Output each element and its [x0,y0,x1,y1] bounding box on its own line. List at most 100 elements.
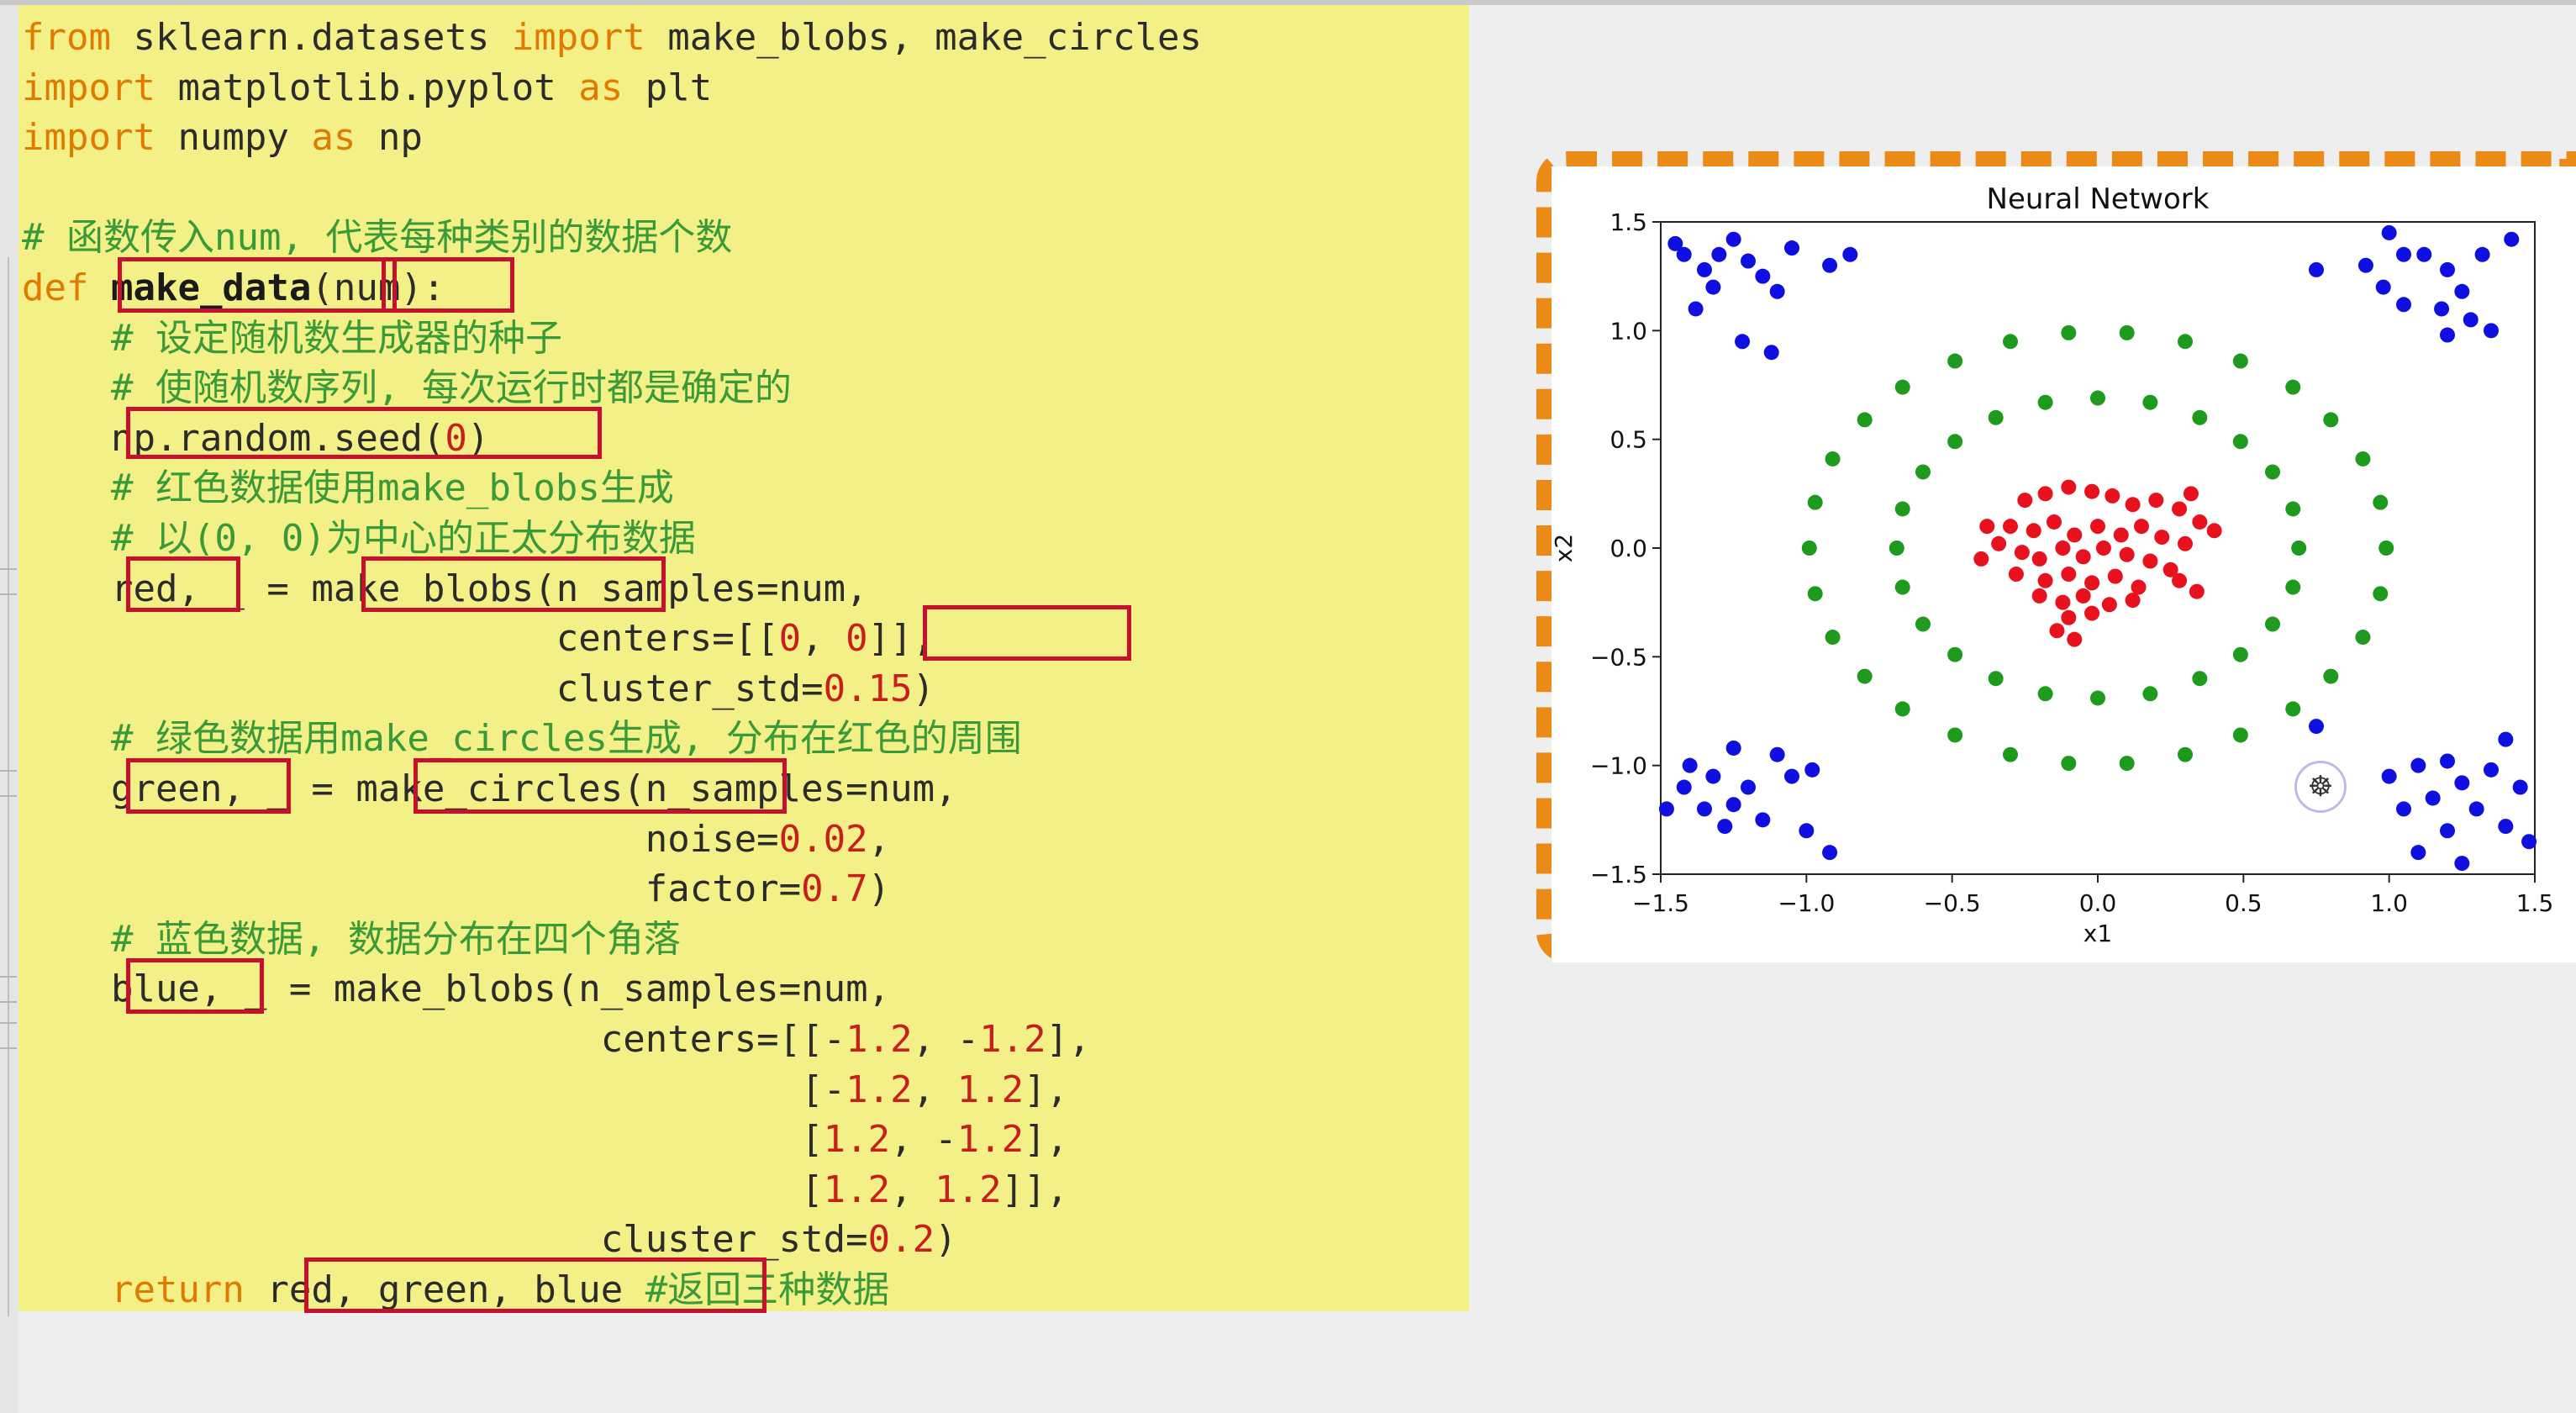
green-data-point [1988,671,2004,687]
code-token: np [356,116,423,160]
blue-data-point [1755,268,1771,284]
code-line: np.random.seed(0) [22,414,489,463]
fold-marker[interactable] [0,568,17,595]
green-data-point [1801,540,1817,556]
green-data-point [1825,630,1841,646]
red-data-point [2095,540,2111,556]
code-token: #返回三种数据 [645,1268,890,1311]
red-data-point [2125,497,2141,513]
green-data-point [2378,540,2394,556]
green-data-point [1825,451,1841,467]
code-line: import numpy as np [22,113,423,162]
code-token: ) [867,867,891,911]
red-data-point [2101,597,2117,613]
blue-data-point [1769,746,1785,762]
code-token: # 绿色数据用make_circles生成, 分布在红色的周围 [22,717,1022,761]
blue-data-point [1725,797,1741,813]
code-token: factor= [22,867,802,911]
code-token: [- [22,1068,846,1111]
blue-data-point [2309,719,2324,735]
code-token: plt [623,66,713,109]
blue-data-point [1676,779,1692,795]
y-tick-label: −1.0 [1590,752,1647,780]
green-data-point [2192,671,2208,687]
blue-data-point [2498,819,2514,835]
code-token: # 函数传入num, 代表每种类别的数据个数 [22,216,733,260]
green-data-point [2178,334,2193,350]
green-data-point [2232,727,2248,743]
code-editor[interactable]: from sklearn.datasets import make_blobs,… [18,5,1469,1313]
red-data-point [2189,583,2205,599]
green-data-point [2285,579,2301,595]
code-line: [1.2, 1.2]], [22,1166,1068,1215]
code-line: [1.2, -1.2], [22,1115,1068,1164]
red-data-point [2192,514,2208,530]
code-token: cluster_std= [22,667,824,710]
red-data-point [2084,575,2100,591]
blue-data-point [1741,779,1756,795]
code-token [88,266,111,309]
green-data-point [2061,756,2077,772]
blue-data-point [2396,297,2411,313]
fold-marker[interactable] [0,770,17,797]
code-token: 1.2 [845,1018,913,1061]
green-data-point [2090,690,2105,706]
code-token: sklearn.datasets [110,16,512,59]
green-data-point [1857,668,1873,684]
scatter-chart: Neural Network −1.5 −1.0 −0.5 0.0 0.5 1.0 1.5 1.… [1551,166,2576,962]
fold-marker[interactable] [0,1022,17,1049]
red-data-point [1991,535,2007,551]
green-data-point [2373,586,2389,602]
blue-data-point [1688,301,1704,317]
x-tick-label: −1.0 [1778,889,1835,917]
code-line: return red, green, blue #返回三种数据 [22,1266,889,1315]
code-token: # 使随机数序列, 每次运行时都是确定的 [22,366,792,410]
blue-data-point [1667,235,1683,251]
green-data-point [2061,324,2077,340]
green-data-point [2355,630,2371,646]
code-token: import [511,16,645,59]
red-data-point [2131,579,2147,595]
code-token: # 以(0, 0)为中心的正太分布数据 [22,517,696,560]
code-line: # 函数传入num, 代表每种类别的数据个数 [22,214,732,262]
green-data-point [1894,501,1910,517]
code-line: centers=[[-1.2, -1.2], [22,1015,1091,1064]
blue-data-point [2416,246,2432,262]
blue-data-point [1676,246,1692,262]
code-token: ) [466,416,490,460]
y-tick-label: 1.0 [1609,317,1647,345]
red-data-point [2084,483,2100,499]
x-tick-label: 1.0 [2370,889,2408,917]
code-token: 0 [845,617,868,661]
green-data-point [2119,756,2135,772]
green-data-point [2232,434,2248,450]
code-token: [ [22,1118,824,1162]
green-data-point [2037,394,2053,410]
red-data-point [2049,623,2065,639]
code-line: # 绿色数据用make_circles生成, 分布在红色的周围 [22,714,1022,763]
green-data-point [2232,646,2248,662]
green-data-point [2323,668,2339,684]
blue-data-point [1784,768,1799,784]
green-data-point [2090,390,2105,406]
code-token: 0.02 [778,817,868,861]
code-token: , [912,1068,957,1111]
blue-data-point [2381,768,2397,784]
blue-data-point [2440,261,2455,277]
code-token: 0 [445,416,467,460]
code-line: # 使随机数序列, 每次运行时都是确定的 [22,364,792,413]
green-data-point [2291,540,2307,556]
green-data-point [1807,586,1823,602]
blue-data-point [1725,231,1741,247]
green-data-point [2232,353,2248,369]
blue-data-point [2410,845,2426,861]
code-token [22,1268,111,1311]
fold-marker[interactable] [0,976,17,1003]
blue-data-point [2454,283,2470,299]
code-token: # 蓝色数据, 数据分布在四个角落 [22,917,681,961]
highlight-box [118,257,397,313]
green-data-point [1857,412,1873,428]
green-data-point [2003,746,2018,762]
code-token: cluster_std= [22,1218,868,1262]
code-token: green, _ = make_circles(n_samples=num, [22,767,957,810]
